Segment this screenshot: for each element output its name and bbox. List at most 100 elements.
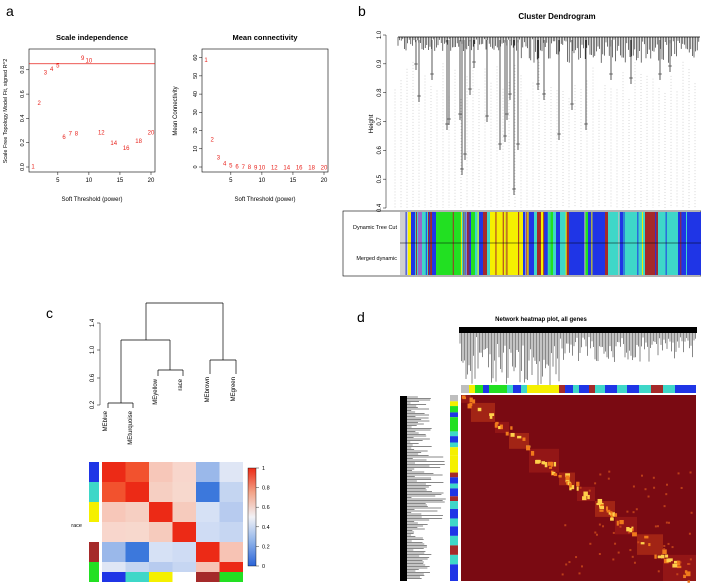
- scale-xtick-label: 10: [86, 178, 93, 184]
- network-top-color-bar: [461, 385, 696, 393]
- mean-ylabel: Mean Connectivity: [173, 86, 179, 135]
- scale-ytick-label: 0.0: [20, 163, 26, 171]
- top-module-color: [489, 385, 507, 393]
- eigengene-row-color: [89, 542, 99, 562]
- module-color-stripe: [543, 212, 545, 275]
- leaf-meyellow: MEyellow: [153, 378, 159, 404]
- mean-point-12: 12: [271, 165, 278, 171]
- tom-hotspot: [676, 560, 681, 566]
- module-color-stripe: [429, 212, 431, 275]
- module-color-stripe: [630, 212, 632, 275]
- module-color-segment: [566, 212, 569, 275]
- module-color-stripe: [627, 212, 629, 275]
- module-color-segment: [544, 212, 548, 275]
- colorbar-tick-label: 0.6: [262, 505, 270, 511]
- eigengene-heatmap-cell: [219, 542, 243, 562]
- tom-hotspot: [587, 494, 590, 500]
- eigengene-heatmap-cell: [219, 502, 243, 522]
- mean-point-16: 16: [296, 166, 303, 172]
- scale-ytick-label: 0.8: [20, 66, 26, 74]
- module-color-stripe: [405, 212, 407, 275]
- module-color-stripe: [641, 212, 643, 275]
- colorbar-tick-label: 0: [262, 564, 265, 570]
- eigengene-dendrogram: 1.4 1.0 0.6 0.2 MEblue MEturquoise MEyellow…: [90, 302, 237, 445]
- eigengene-column-color: [196, 572, 220, 582]
- mean-x-axis: 5 10 15 20: [229, 172, 328, 184]
- tom-speckle: [614, 542, 617, 545]
- scale-point-10: 10: [86, 59, 93, 65]
- mean-point-1: 1: [204, 58, 208, 64]
- tom-hotspot: [661, 554, 665, 559]
- scale-point-12: 12: [98, 130, 105, 136]
- leaf-meturquoise: MEturquoise: [128, 410, 134, 444]
- top-module-color: [483, 385, 489, 393]
- tom-speckle: [688, 532, 691, 535]
- tom-hotspot: [510, 432, 515, 437]
- heatmap-race-row-label: race: [71, 523, 82, 529]
- module-color-stripe: [504, 212, 506, 275]
- module-color-segment: [400, 212, 408, 275]
- module-color-segment: [608, 212, 620, 275]
- tom-speckle: [633, 561, 636, 564]
- mean-point-18: 18: [308, 166, 315, 172]
- top-module-color: [617, 385, 627, 393]
- tom-hotspot: [583, 494, 587, 499]
- module-color-segment: [548, 212, 553, 275]
- tom-speckle: [589, 542, 592, 545]
- tom-speckle: [665, 493, 668, 496]
- scale-point-9: 9: [81, 56, 85, 62]
- tom-speckle: [588, 489, 591, 492]
- mean-xlabel: Soft Threshold (power): [235, 197, 296, 203]
- leaf-megreen: MEgreen: [231, 377, 237, 401]
- tom-hotspot: [499, 424, 503, 430]
- tom-hotspot: [576, 486, 579, 491]
- eigengene-column-color: [149, 572, 173, 582]
- left-module-color: [450, 417, 458, 432]
- tom-speckle: [564, 524, 567, 527]
- tom-speckle: [680, 486, 683, 489]
- tom-hotspot: [576, 481, 580, 487]
- tom-hotspot: [489, 413, 495, 417]
- eigengene-row-color: [89, 522, 99, 542]
- left-module-color: [450, 447, 458, 456]
- eigengene-heatmap-cells: [102, 462, 243, 582]
- module-color-stripe: [425, 212, 427, 275]
- mean-y-axis: 0 10 20 30 40 50 60: [193, 55, 202, 169]
- eigengene-column-color: [102, 572, 126, 582]
- module-color-segment: [541, 212, 544, 275]
- tom-speckle: [612, 531, 615, 534]
- dendrogram-ytick-label: 0.6: [377, 146, 383, 155]
- module-color-stripe: [582, 212, 584, 275]
- module-color-stripe: [565, 212, 567, 275]
- left-module-color: [450, 488, 458, 497]
- tom-speckle: [635, 508, 638, 511]
- colorbar-tick-label: 0.8: [262, 486, 270, 492]
- eigengene-heatmap-cell: [125, 502, 149, 522]
- colorbar-tick-label: 0.2: [262, 544, 270, 550]
- eigengene-heatmap-cell: [102, 522, 126, 542]
- eigengene-ytick-label: 0.6: [90, 373, 96, 382]
- left-module-color: [450, 436, 458, 443]
- scale-ytick-label: 0.6: [20, 90, 26, 98]
- module-color-stripe: [680, 212, 682, 275]
- top-module-color: [589, 385, 595, 393]
- tom-heatmap-modules: [461, 395, 696, 583]
- left-module-color: [450, 545, 458, 555]
- dynamic-tree-cut-label: Dynamic Tree Cut: [353, 225, 397, 231]
- tom-hotspot: [599, 506, 605, 510]
- tom-hotspot: [616, 520, 619, 526]
- scale-x-axis: 5 10 15 20: [56, 172, 155, 184]
- top-module-color: [469, 385, 475, 393]
- colorbar-ticks: 1 0.8 0.6 0.4 0.2 0: [256, 466, 270, 570]
- top-module-color: [521, 385, 527, 393]
- eigengene-heatmap-cell: [219, 462, 243, 482]
- eigengene-heatmap-cell: [219, 482, 243, 502]
- tom-speckle: [663, 505, 666, 508]
- tom-hotspot: [644, 535, 649, 539]
- module-color-stripe: [465, 212, 467, 275]
- tom-speckle: [599, 473, 602, 476]
- scale-ytick-label: 0.4: [20, 115, 26, 123]
- top-module-color: [595, 385, 605, 393]
- tom-speckle: [595, 533, 598, 536]
- tom-speckle: [652, 476, 655, 479]
